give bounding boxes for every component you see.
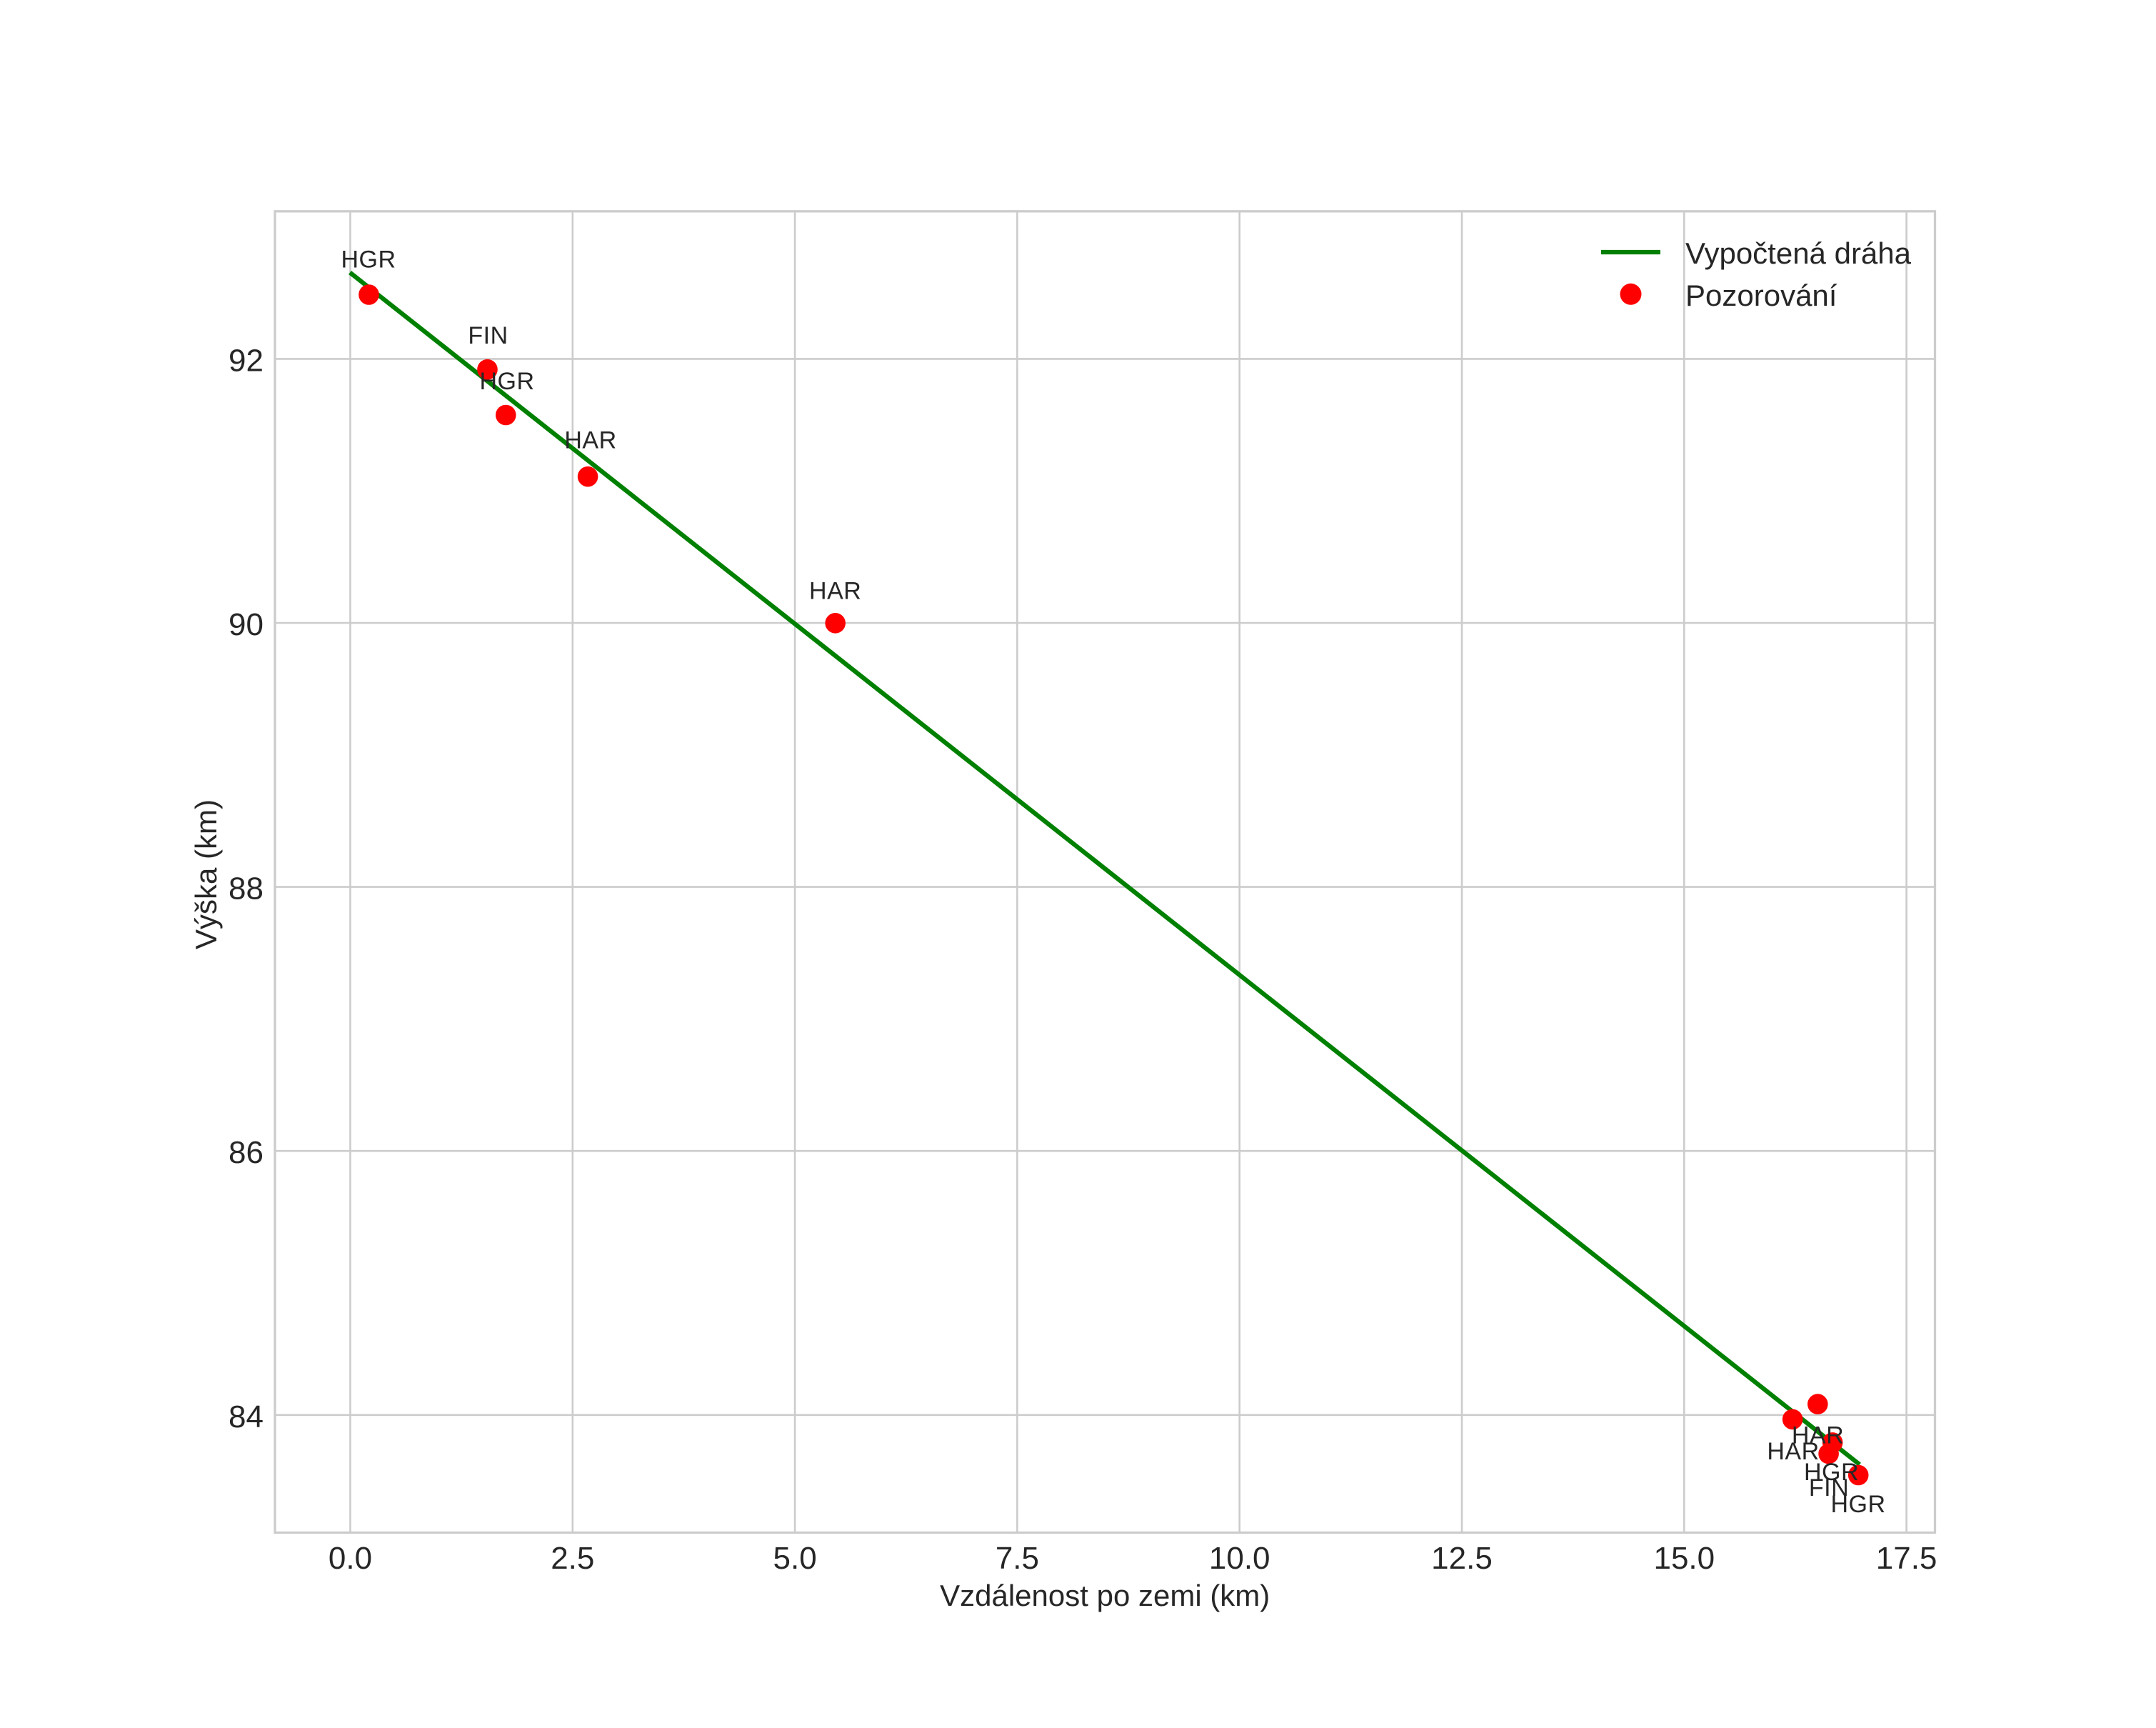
- svg-text:Výška (km): Výška (km): [189, 799, 223, 949]
- svg-text:HAR: HAR: [1767, 1438, 1819, 1465]
- svg-text:HAR: HAR: [809, 577, 861, 604]
- svg-text:FIN: FIN: [468, 322, 508, 349]
- svg-text:2.5: 2.5: [551, 1541, 594, 1576]
- svg-text:Vzdálenost po zemi (km): Vzdálenost po zemi (km): [940, 1579, 1270, 1612]
- svg-text:5.0: 5.0: [773, 1541, 817, 1576]
- svg-text:12.5: 12.5: [1431, 1541, 1493, 1576]
- svg-text:0.0: 0.0: [329, 1541, 372, 1576]
- svg-text:84: 84: [229, 1399, 264, 1434]
- svg-text:HGR: HGR: [479, 368, 534, 395]
- svg-text:7.5: 7.5: [996, 1541, 1039, 1576]
- svg-text:FIN: FIN: [1809, 1474, 1849, 1502]
- svg-text:Vypočtená dráha: Vypočtená dráha: [1685, 236, 1912, 270]
- svg-text:HAR: HAR: [564, 427, 616, 454]
- svg-text:15.0: 15.0: [1653, 1541, 1715, 1576]
- svg-text:HGR: HGR: [1830, 1491, 1885, 1518]
- svg-text:17.5: 17.5: [1876, 1541, 1937, 1576]
- svg-text:92: 92: [229, 343, 264, 378]
- svg-text:88: 88: [229, 872, 264, 907]
- svg-text:HGR: HGR: [341, 246, 396, 274]
- svg-text:90: 90: [229, 607, 264, 642]
- svg-text:Pozorování: Pozorování: [1685, 279, 1837, 312]
- svg-text:HAR: HAR: [1792, 1422, 1844, 1449]
- svg-text:10.0: 10.0: [1209, 1541, 1270, 1576]
- svg-text:86: 86: [229, 1135, 264, 1170]
- svg-text:HGR: HGR: [1804, 1459, 1859, 1486]
